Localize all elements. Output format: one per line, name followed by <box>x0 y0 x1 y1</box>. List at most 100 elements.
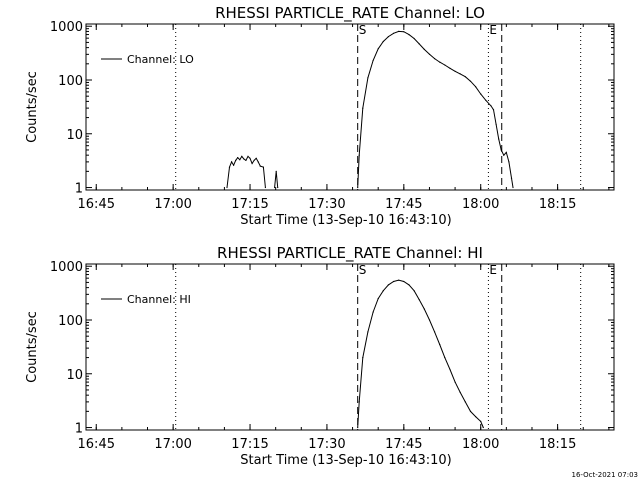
data-point <box>505 151 507 153</box>
series-segment-1 <box>357 279 484 429</box>
x-tick-label: 17:00 <box>154 437 191 452</box>
x-tick-label: 17:30 <box>308 197 345 212</box>
data-point <box>439 343 441 346</box>
plot-frame <box>85 23 615 191</box>
data-point <box>274 186 276 189</box>
data-point <box>239 159 241 161</box>
y-tick-label: 1 <box>75 182 83 197</box>
data-point <box>253 159 255 161</box>
y-tick-label: 1000 <box>50 20 83 35</box>
data-point <box>382 40 384 43</box>
data-point <box>464 76 466 78</box>
data-point <box>449 67 451 69</box>
y-tick-label: 100 <box>58 314 83 329</box>
x-tick-label: 17:45 <box>385 197 422 212</box>
data-point <box>387 284 389 286</box>
y-axis-label: Counts/sec <box>25 311 40 383</box>
data-point <box>469 410 472 412</box>
y-tick-label: 1000 <box>50 260 83 275</box>
data-point <box>480 420 482 422</box>
y-tick-label: 100 <box>58 74 83 89</box>
start-marker-label: S <box>359 263 367 277</box>
data-point <box>434 58 436 60</box>
data-point <box>459 391 461 393</box>
series-segment-2 <box>274 170 279 189</box>
data-point <box>228 166 231 168</box>
data-point <box>372 311 374 313</box>
x-axis-label: Start Time (13-Sep-10 16:43:10) <box>240 213 451 228</box>
data-point <box>367 77 369 79</box>
data-point <box>257 161 259 163</box>
data-point <box>377 298 379 300</box>
data-point <box>233 164 235 166</box>
data-point <box>469 80 472 82</box>
data-point <box>444 64 446 66</box>
data-point <box>358 401 360 403</box>
data-point <box>480 93 482 95</box>
data-point <box>262 166 264 168</box>
data-point <box>357 426 359 429</box>
y-tick-label: 10 <box>66 368 83 383</box>
series-segment-1 <box>226 155 266 189</box>
data-point <box>245 159 247 161</box>
data-point <box>490 105 492 107</box>
data-point <box>393 32 395 34</box>
data-point <box>259 165 261 167</box>
data-point <box>249 157 251 159</box>
data-point <box>226 186 228 189</box>
legend-label: Channel: HI <box>127 293 191 306</box>
x-tick-label: 16:45 <box>78 437 115 452</box>
data-point <box>367 331 369 333</box>
data-point <box>362 357 364 359</box>
data-point <box>475 416 477 418</box>
data-point <box>492 109 495 111</box>
data-point <box>235 159 237 161</box>
data-point <box>444 357 446 359</box>
y-tick-label: 1 <box>75 422 83 437</box>
y-tick-label: 10 <box>66 128 83 143</box>
y-axis-label: Counts/sec <box>25 71 40 143</box>
data-point <box>275 170 277 172</box>
data-point <box>423 48 425 51</box>
data-point <box>418 43 420 45</box>
data-point <box>439 61 441 63</box>
data-point <box>482 426 484 429</box>
data-point <box>508 161 510 163</box>
data-point <box>413 37 415 40</box>
data-point <box>449 368 451 371</box>
data-point <box>372 59 374 62</box>
data-point <box>434 331 436 333</box>
x-tick-label: 17:00 <box>154 197 191 212</box>
data-point <box>503 154 505 156</box>
x-tick-label: 18:15 <box>539 197 576 212</box>
data-point <box>495 123 497 125</box>
x-tick-label: 16:45 <box>78 197 115 212</box>
data-point <box>362 107 364 109</box>
data-point <box>357 186 359 189</box>
data-point <box>398 279 400 281</box>
x-tick-label: 17:30 <box>308 437 345 452</box>
data-point <box>382 290 384 292</box>
legend-label: Channel: LO <box>127 53 194 66</box>
x-tick-label: 18:00 <box>462 197 499 212</box>
series-segment-3 <box>357 30 514 189</box>
data-point <box>241 155 243 157</box>
data-point <box>231 161 233 163</box>
data-point <box>377 48 379 50</box>
data-point <box>408 284 410 286</box>
data-point <box>475 86 477 88</box>
plot-frame <box>85 263 615 431</box>
data-point <box>428 319 431 321</box>
data-point <box>277 186 279 189</box>
data-point <box>464 401 466 403</box>
chart-panel-1: RHESSI PARTICLE_RATE Channel: LO Counts/s… <box>25 4 615 228</box>
chart-panels: RHESSI PARTICLE_RATE Channel: LO Counts/s… <box>25 4 615 468</box>
start-marker-label: S <box>359 23 367 37</box>
footer-timestamp: 16-Oct-2021 07:03 <box>572 471 638 479</box>
data-point <box>485 99 487 101</box>
data-point <box>459 73 461 75</box>
x-tick-label: 17:45 <box>385 437 422 452</box>
data-point <box>403 31 405 33</box>
data-point <box>418 299 420 301</box>
